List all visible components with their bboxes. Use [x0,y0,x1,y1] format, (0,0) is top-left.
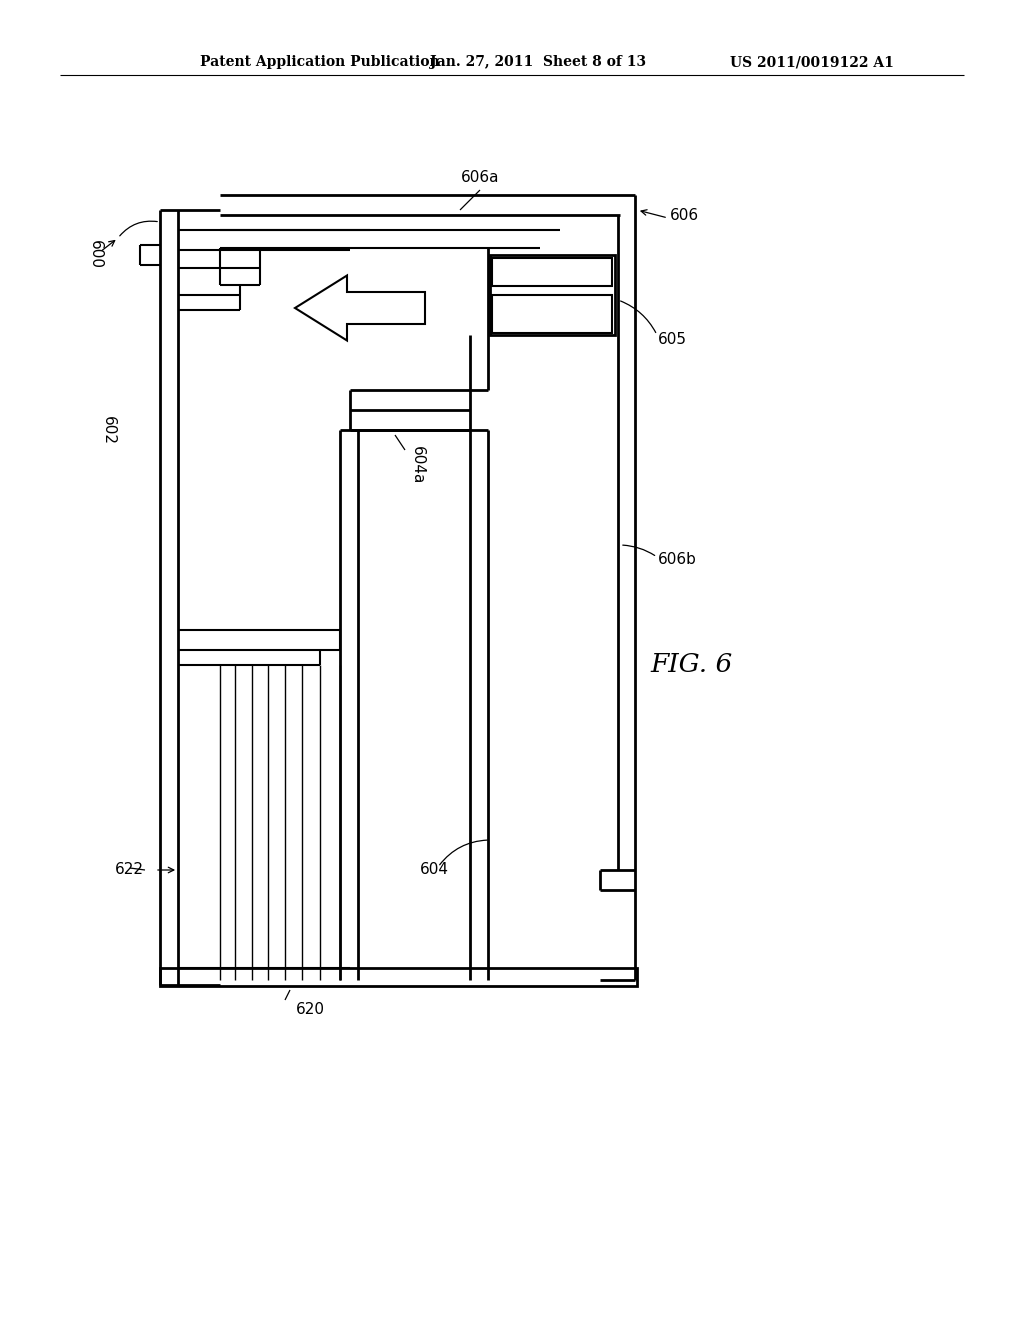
Text: Jan. 27, 2011  Sheet 8 of 13: Jan. 27, 2011 Sheet 8 of 13 [430,55,646,69]
Text: 606: 606 [670,207,699,223]
Bar [492,257,612,286]
Text: Patent Application Publication: Patent Application Publication [200,55,439,69]
Polygon shape [295,276,425,341]
Text: 606a: 606a [461,169,500,185]
Bar [160,968,637,986]
Text: 604: 604 [420,862,449,878]
Text: 605: 605 [658,333,687,347]
Text: 620: 620 [296,1002,325,1018]
Text: 606b: 606b [658,553,697,568]
Text: US 2011/0019122 A1: US 2011/0019122 A1 [730,55,894,69]
Bar [492,294,612,333]
Text: 602: 602 [100,416,116,445]
Text: FIG. 6: FIG. 6 [650,652,732,677]
Text: 600: 600 [87,240,102,269]
Bar [490,255,615,335]
Text: 604a: 604a [410,446,425,484]
Text: 622: 622 [115,862,144,878]
